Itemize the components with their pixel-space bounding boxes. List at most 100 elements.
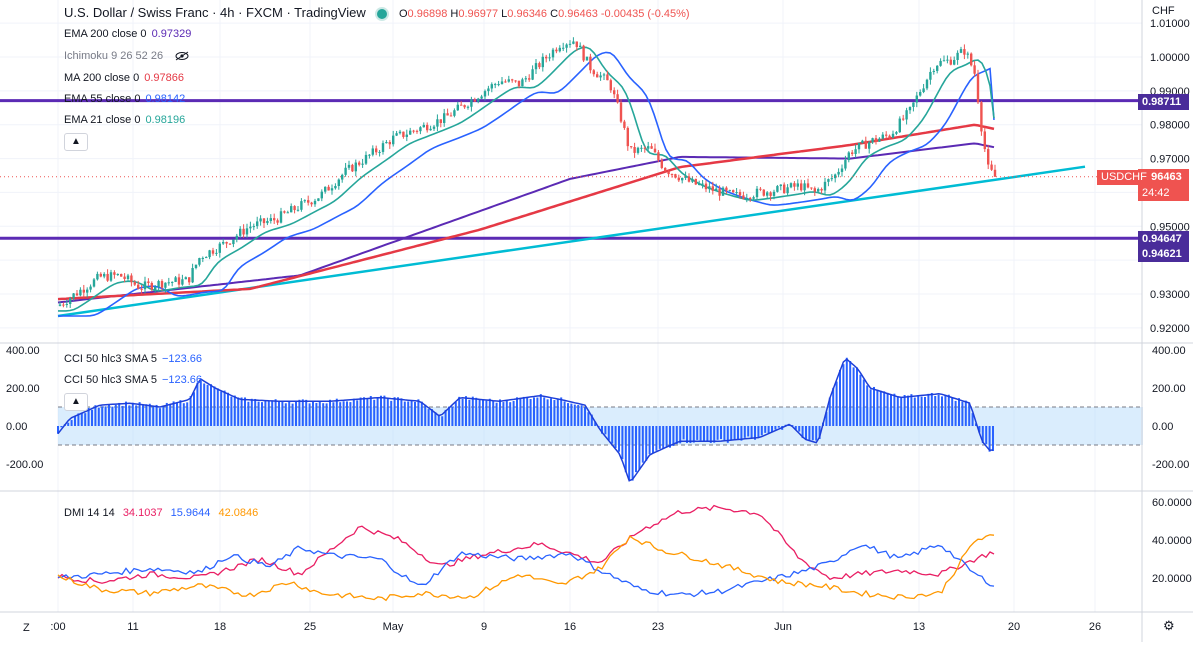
symbol-tag: USDCHF [1097, 170, 1151, 185]
candle-body [296, 209, 300, 211]
candle-body [993, 169, 997, 177]
candle-body [89, 286, 92, 290]
adx-value: 42.0846 [218, 507, 259, 519]
candle-body [521, 79, 524, 87]
candle-body [415, 130, 419, 132]
indicator-label: Ichimoku 9 26 52 26 [64, 50, 164, 62]
candle-body [293, 206, 296, 211]
candle-body [949, 59, 952, 65]
candle-body [524, 78, 527, 80]
candle-body [381, 143, 385, 152]
cci-plot [57, 357, 1143, 482]
candle-body [871, 138, 874, 143]
hidden-eye-icon[interactable] [174, 51, 190, 61]
ema200-line [57, 142, 995, 304]
candle-body [181, 279, 184, 285]
candle-body [477, 98, 480, 102]
candle-body [514, 80, 517, 82]
market-status-icon [375, 6, 390, 21]
collapse-cci-button[interactable]: ▲ [64, 393, 88, 411]
candle-body [116, 274, 119, 276]
candle-body [113, 272, 116, 275]
settings-gear-icon[interactable]: ⚙ [1163, 618, 1175, 633]
candle-body [660, 160, 663, 168]
candle-body [674, 174, 677, 178]
candle-body [575, 41, 578, 48]
candle-body [592, 70, 595, 75]
candle-body [79, 289, 82, 296]
candle-body [130, 275, 133, 283]
candle-body [96, 273, 99, 280]
candle-body [490, 84, 493, 89]
candle-body [160, 281, 164, 288]
candle-body [106, 273, 109, 281]
low-label: L [501, 8, 508, 20]
candle-body [987, 149, 990, 165]
indicator-ema200[interactable]: EMA 200 close 0 0.97329 [64, 28, 191, 40]
candle-body [854, 149, 857, 155]
cci-legend-1[interactable]: CCI 50 hlc3 SMA 5 −123.66 [64, 353, 202, 365]
candle-body [691, 178, 694, 182]
candle-body [990, 164, 993, 170]
candle-body [868, 142, 871, 149]
candle-body [69, 298, 72, 304]
candle-body [834, 174, 837, 179]
cci-legend-2[interactable]: CCI 50 hlc3 SMA 5 −123.66 [64, 374, 202, 386]
candle-body [429, 128, 432, 131]
candle-body [341, 174, 344, 180]
candle-body [742, 195, 745, 199]
cci-value: −123.66 [161, 374, 203, 386]
candle-body [704, 183, 708, 190]
timezone-button[interactable]: Z [23, 622, 30, 634]
indicator-label: EMA 21 close 0 [64, 114, 141, 126]
cci-value: −123.66 [161, 353, 203, 365]
candle-body [511, 79, 514, 81]
candle-body [103, 273, 106, 277]
candle-body [92, 279, 96, 287]
candle-body [133, 282, 136, 285]
indicator-ema21[interactable]: EMA 21 close 0 0.98196 [64, 114, 185, 126]
candle-body [830, 178, 833, 180]
candle-body [307, 200, 310, 203]
candle-body [188, 277, 191, 283]
indicator-ichimoku[interactable]: Ichimoku 9 26 52 26 [64, 50, 190, 62]
candle-body [330, 188, 334, 191]
candle-body [545, 56, 548, 59]
candle-body [412, 130, 415, 132]
cci-right-tick: 200.00 [1152, 383, 1186, 395]
candle-body [599, 75, 602, 78]
candle-body [687, 176, 691, 182]
candle-body [759, 188, 762, 190]
candle-body [677, 177, 680, 181]
candle-body [793, 183, 796, 187]
indicator-ma200[interactable]: MA 200 close 0 0.97866 [64, 72, 184, 84]
candle-body [266, 221, 269, 224]
candle-body [715, 188, 718, 191]
candle-body [436, 119, 439, 127]
currency-label[interactable]: CHF [1152, 5, 1175, 17]
high-label: H [450, 8, 459, 20]
candle-body [817, 189, 820, 192]
candle-body [783, 184, 786, 194]
collapse-legend-button[interactable]: ▲ [64, 133, 88, 151]
candle-body [562, 47, 565, 49]
candle-body [72, 293, 75, 299]
dmi-minus-line [57, 544, 995, 598]
indicator-ema55[interactable]: EMA 55 close 0 0.98142 [64, 93, 185, 105]
candle-body [827, 179, 830, 182]
candle-body [147, 281, 150, 284]
candle-body [354, 162, 357, 172]
candle-body [164, 282, 167, 288]
candle-body [497, 84, 500, 86]
symbol-title[interactable]: U.S. Dollar / Swiss Franc · 4h · FXCM · … [64, 5, 366, 20]
candle-body [619, 102, 623, 122]
price-tick-label: 1.01000 [1150, 18, 1190, 30]
candle-body [779, 184, 782, 187]
candle-body [966, 53, 969, 55]
dmi-legend[interactable]: DMI 14 14 34.1037 15.9644 42.0846 [64, 507, 258, 519]
indicator-label: MA 200 close 0 [64, 72, 140, 84]
candle-body [623, 121, 626, 128]
candle-body [878, 138, 881, 142]
